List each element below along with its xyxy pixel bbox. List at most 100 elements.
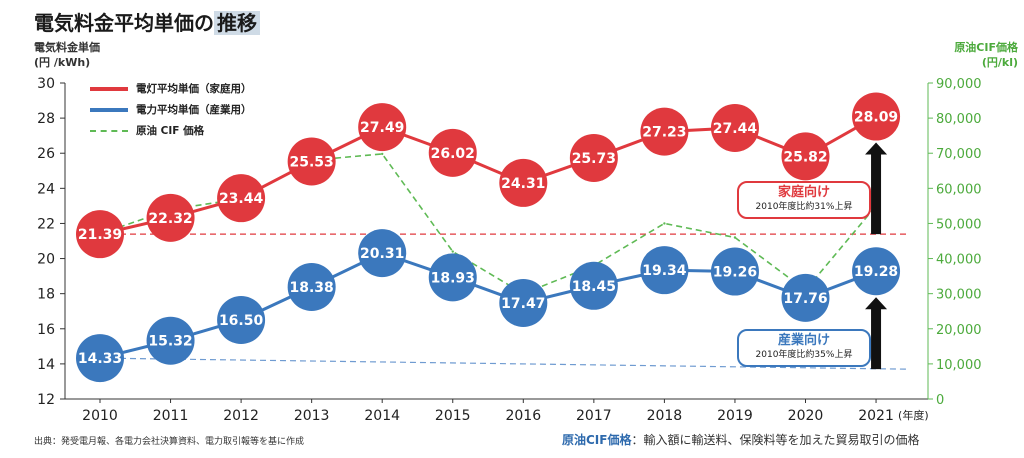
industrial-data-label: 17.76 bbox=[783, 291, 827, 307]
crude-cif-point bbox=[451, 250, 454, 253]
legend-item-industrial: 電力平均単価（産業用） bbox=[90, 99, 252, 120]
industrial-data-label: 17.47 bbox=[501, 296, 545, 312]
household-point bbox=[569, 133, 618, 182]
left-tick-label: 24 bbox=[37, 181, 55, 197]
left-tick-label: 14 bbox=[37, 357, 55, 373]
x-axis-unit: (年度) bbox=[898, 408, 929, 422]
industrial-increase-arrow bbox=[865, 297, 888, 370]
household-data-label: 26.02 bbox=[431, 146, 475, 162]
household-data-label: 27.44 bbox=[713, 121, 758, 137]
industrial-point bbox=[710, 247, 759, 296]
household-point bbox=[358, 103, 407, 152]
left-tick-label: 26 bbox=[37, 146, 55, 162]
legend-label-industrial: 電力平均単価（産業用） bbox=[136, 104, 252, 116]
household-increase-arrow bbox=[865, 142, 888, 235]
legend-item-crude: 原油 CIF 価格 bbox=[90, 120, 252, 141]
right-tick-label: 10,000 bbox=[936, 358, 982, 373]
left-tick-label: 18 bbox=[37, 287, 55, 303]
household-point bbox=[146, 193, 195, 242]
x-tick-label: 2011 bbox=[153, 408, 189, 424]
household-point bbox=[852, 92, 901, 141]
household-point bbox=[217, 174, 266, 223]
x-tick-label: 2021 bbox=[858, 408, 894, 424]
household-data-label: 25.82 bbox=[783, 149, 827, 165]
right-tick-label: 50,000 bbox=[936, 217, 982, 232]
household-data-label: 21.39 bbox=[78, 227, 122, 243]
industrial-point bbox=[287, 262, 336, 311]
x-tick-label: 2016 bbox=[505, 408, 541, 424]
household-data-label: 27.49 bbox=[360, 120, 404, 136]
x-tick-label: 2015 bbox=[435, 408, 471, 424]
household-point bbox=[428, 128, 477, 177]
industrial-point bbox=[217, 296, 266, 344]
industrial-data-label: 19.26 bbox=[713, 265, 757, 281]
industrial-data-label: 18.38 bbox=[290, 280, 334, 296]
right-axis-label-line2: (円/kl) bbox=[981, 56, 1018, 69]
title-highlight: 推移 bbox=[214, 11, 260, 35]
crude-definition-note: 原油CIF価格：輸入額に輸送料、保険料等を加えた貿易取引の価格 bbox=[562, 431, 920, 448]
x-tick-label: 2017 bbox=[576, 408, 612, 424]
industrial-baseline-ref-line bbox=[99, 357, 907, 370]
x-tick-label: 2010 bbox=[82, 408, 118, 424]
household-data-label: 28.09 bbox=[854, 110, 898, 126]
right-tick-label: 90,000 bbox=[936, 77, 982, 92]
household-point bbox=[710, 103, 759, 152]
industrial-point bbox=[852, 247, 901, 296]
callout-household-sub: 2010年度比約31%上昇 bbox=[755, 202, 853, 212]
household-point bbox=[640, 107, 689, 156]
title-main: 電気料金平均単価の bbox=[34, 11, 214, 35]
industrial-point bbox=[781, 273, 830, 322]
callout-household-title: 家庭向け bbox=[777, 185, 830, 200]
x-tick-label: 2019 bbox=[717, 408, 753, 424]
callout-industrial-title: 産業向け bbox=[777, 333, 830, 348]
industrial-data-label: 16.50 bbox=[219, 313, 264, 329]
legend-swatch-industrial bbox=[90, 107, 128, 112]
callout-industrial: 産業向け 2010年度比約35%上昇 bbox=[737, 329, 871, 367]
industrial-data-label: 14.33 bbox=[78, 351, 122, 367]
industrial-data-label: 15.32 bbox=[148, 334, 192, 350]
right-tick-label: 60,000 bbox=[936, 182, 982, 197]
industrial-data-label: 18.93 bbox=[431, 270, 475, 286]
industrial-point bbox=[640, 246, 689, 295]
left-axis-label-line1: 電気料金単価 bbox=[34, 41, 100, 54]
industrial-point bbox=[146, 316, 195, 365]
left-tick-label: 20 bbox=[37, 252, 55, 268]
legend-label-household: 電灯平均単価（家庭用） bbox=[136, 83, 252, 95]
x-tick-label: 2013 bbox=[294, 408, 330, 424]
legend: 電灯平均単価（家庭用） 電力平均単価（産業用） 原油 CIF 価格 bbox=[90, 78, 252, 141]
household-data-label: 27.23 bbox=[642, 125, 686, 141]
household-point bbox=[781, 132, 830, 181]
right-tick-label: 70,000 bbox=[936, 147, 982, 162]
right-axis-label-line1: 原油CIF価格 bbox=[954, 41, 1018, 54]
household-point bbox=[499, 158, 548, 207]
x-tick-label: 2020 bbox=[788, 408, 824, 424]
household-point bbox=[76, 210, 124, 259]
legend-swatch-household bbox=[90, 86, 128, 91]
source-note: 出典：発受電月報、各電力会社決算資料、電力取引報等を基に作成 bbox=[34, 437, 305, 447]
legend-item-household: 電灯平均単価（家庭用） bbox=[90, 78, 252, 99]
right-tick-label: 20,000 bbox=[936, 323, 982, 338]
x-tick-label: 2018 bbox=[647, 408, 683, 424]
crude-cif-line bbox=[99, 153, 877, 295]
industrial-data-label: 18.45 bbox=[572, 279, 616, 295]
left-tick-label: 12 bbox=[37, 392, 55, 408]
household-data-label: 25.73 bbox=[572, 151, 616, 167]
right-tick-label: 0 bbox=[936, 393, 944, 408]
note-key: 原油CIF価格 bbox=[562, 433, 632, 447]
industrial-data-label: 20.31 bbox=[360, 246, 404, 262]
crude-cif-point bbox=[733, 236, 737, 239]
crude-cif-point bbox=[381, 152, 384, 156]
industrial-point bbox=[358, 229, 407, 278]
legend-swatch-crude bbox=[90, 129, 128, 132]
left-tick-label: 28 bbox=[37, 111, 55, 127]
x-tick-label: 2014 bbox=[364, 408, 400, 424]
industrial-point bbox=[499, 278, 548, 327]
right-axis-label: 原油CIF価格 (円/kl) bbox=[914, 40, 1018, 70]
left-tick-label: 30 bbox=[37, 76, 55, 92]
right-tick-label: 40,000 bbox=[936, 253, 982, 268]
household-point bbox=[287, 137, 336, 186]
left-tick-label: 22 bbox=[37, 216, 55, 232]
left-axis-label: 電気料金単価 (円 /kWh) bbox=[34, 40, 100, 70]
